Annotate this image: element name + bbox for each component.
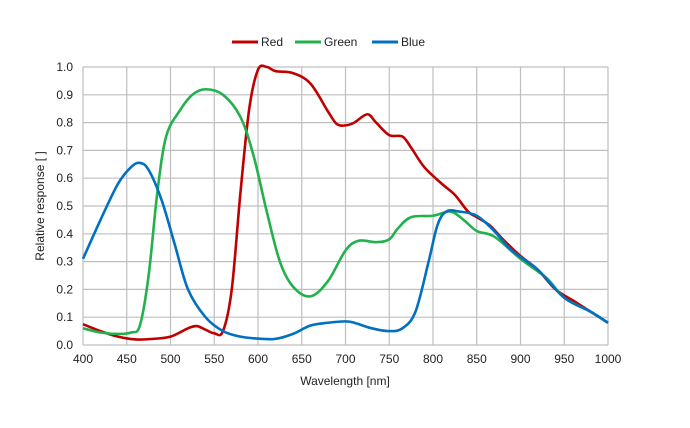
y-tick-label: 0.1	[56, 310, 73, 324]
x-tick-label: 600	[248, 352, 268, 366]
series-lines	[81, 64, 609, 341]
y-tick-label: 0.4	[56, 227, 73, 241]
y-tick-label: 0.6	[56, 171, 73, 185]
y-tick-label: 0.3	[56, 255, 73, 269]
x-tick-label: 950	[554, 352, 574, 366]
x-tick-label: 800	[423, 352, 443, 366]
x-tick-labels: 400 450 500 550 600 650 700 750 800 850 900 950 1000	[73, 352, 622, 366]
x-tick-label: 900	[510, 352, 530, 366]
y-tick-label: 0.5	[56, 199, 73, 213]
legend: Red Green Blue	[232, 35, 425, 49]
y-tick-label: 0.8	[56, 116, 73, 130]
legend-label: Blue	[401, 35, 425, 49]
grid	[82, 66, 609, 346]
x-tick-label: 1000	[595, 352, 622, 366]
x-tick-label: 700	[335, 352, 355, 366]
x-tick-label: 750	[379, 352, 399, 366]
x-tick-label: 650	[292, 352, 312, 366]
legend-label: Red	[261, 35, 283, 49]
y-tick-labels: 0.0 0.1 0.2 0.3 0.4 0.5 0.6 0.7 0.8 0.9 1.0	[56, 60, 73, 352]
legend-label: Green	[324, 35, 357, 49]
y-axis-label: Relative response [ ]	[33, 151, 47, 260]
x-tick-label: 550	[204, 352, 224, 366]
series-line-blue	[81, 161, 609, 341]
y-tick-label: 0.7	[56, 143, 73, 157]
y-tick-label: 0.2	[56, 282, 73, 296]
x-tick-label: 850	[467, 352, 487, 366]
x-tick-label: 450	[117, 352, 137, 366]
y-tick-label: 0.9	[56, 88, 73, 102]
y-tick-label: 0.0	[56, 338, 73, 352]
x-axis-label: Wavelength [nm]	[300, 374, 390, 388]
y-tick-label: 1.0	[56, 60, 73, 74]
x-tick-label: 500	[160, 352, 180, 366]
series-line-green	[82, 87, 609, 336]
x-tick-label: 400	[73, 352, 93, 366]
